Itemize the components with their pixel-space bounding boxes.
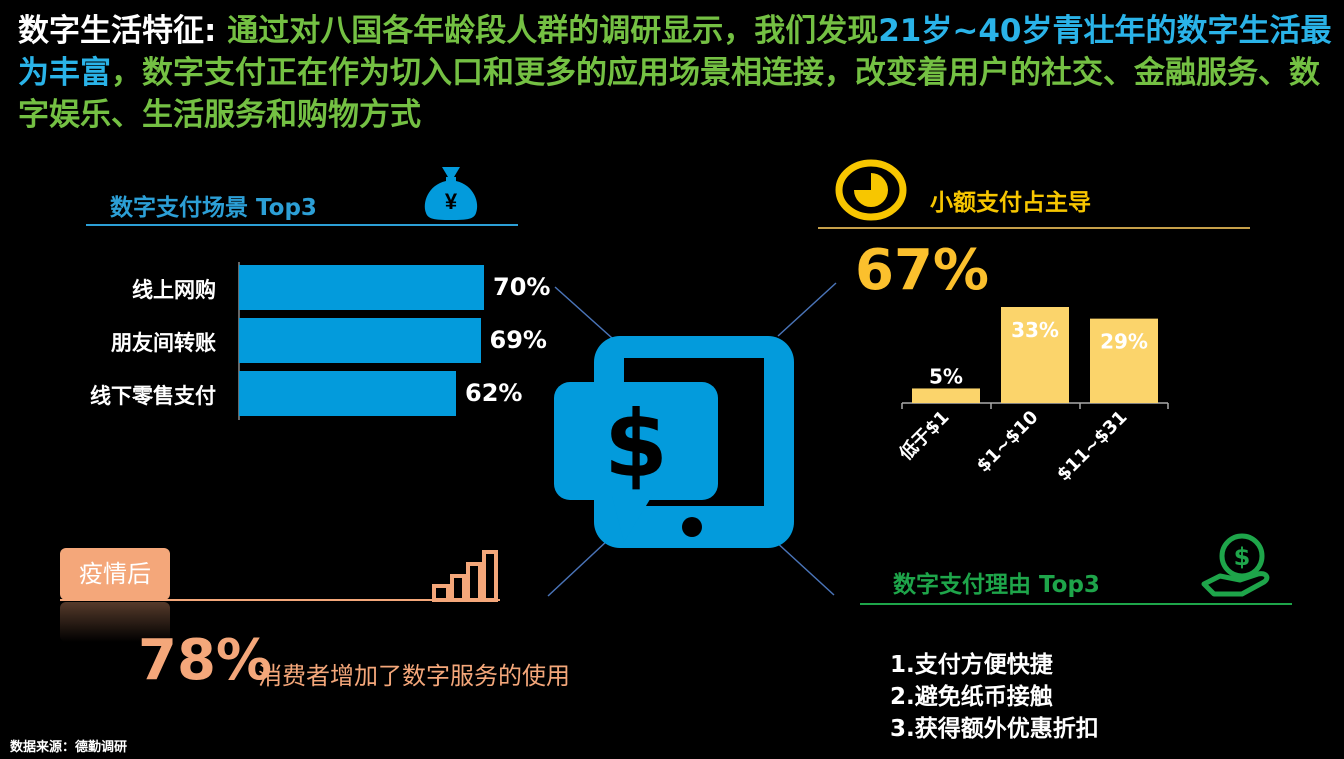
scenes-divider [86, 224, 518, 226]
scene-value: 70% [493, 273, 551, 301]
small-payment-big-value: 67% [855, 238, 990, 303]
post-pandemic-text: 消费者增加了数字服务的使用 [258, 662, 570, 690]
svg-text:$: $ [604, 391, 668, 498]
scene-label: 线上网购 [132, 278, 216, 302]
post-pandemic-tag: 疫情后 [60, 548, 170, 600]
headline-body-2: ，数字支付正在作为切入口和更多的应用场景相连接，改变着用户的社交、金融服务、数字… [18, 55, 1320, 133]
amount-value: 33% [1011, 318, 1059, 342]
post-pandemic-big-value: 78% [138, 628, 273, 693]
reason-item-2: 2.避免纸币接触 [890, 684, 1053, 710]
scenes-title: 数字支付场景 Top3 [110, 195, 317, 221]
headline-lead: 数字生活特征: [18, 13, 228, 49]
small-payment-title: 小额支付占主导 [930, 190, 1091, 216]
bar-chart-icon [432, 550, 498, 602]
scene-bar [239, 265, 484, 310]
headline-highlight: 21岁~40岁青壮年的数字生活最为丰富 [18, 13, 1332, 91]
reasons-divider [860, 603, 1292, 605]
headline: 数字生活特征: 通过对八国各年龄段人群的调研显示，我们发现21岁~40岁青壮年的… [18, 10, 1334, 136]
reasons-title: 数字支付理由 Top3 [893, 572, 1100, 598]
svg-text:¥: ¥ [445, 189, 458, 214]
scene-value: 62% [465, 379, 523, 407]
data-source: 数据来源：德勤调研 [10, 740, 128, 755]
post-pandemic-divider [60, 599, 500, 601]
amount-value: 5% [929, 364, 963, 388]
scene-label: 线下零售支付 [90, 384, 216, 408]
money-bag-icon: ¥ [424, 167, 478, 220]
headline-body-1: 通过对八国各年龄段人群的调研显示，我们发现 [227, 13, 879, 49]
pie-icon [835, 159, 907, 221]
tablet-dollar-icon: $ [554, 336, 794, 548]
amount-bar [1090, 318, 1158, 403]
amount-value: 29% [1100, 330, 1148, 354]
scene-value: 69% [489, 326, 547, 354]
scene-bar [239, 318, 481, 363]
reason-item-3: 3.获得额外优惠折扣 [890, 716, 1099, 742]
amount-bar [912, 388, 980, 403]
reason-item-1: 1.支付方便快捷 [890, 652, 1053, 678]
svg-text:$: $ [1234, 543, 1251, 571]
scene-bar [239, 371, 456, 416]
small-payment-divider [818, 227, 1250, 229]
amount-bar [1001, 307, 1069, 403]
scene-label: 朋友间转账 [111, 331, 216, 355]
post-pandemic-tag-reflection [60, 602, 170, 642]
hand-coin-icon: $ [1201, 533, 1270, 597]
